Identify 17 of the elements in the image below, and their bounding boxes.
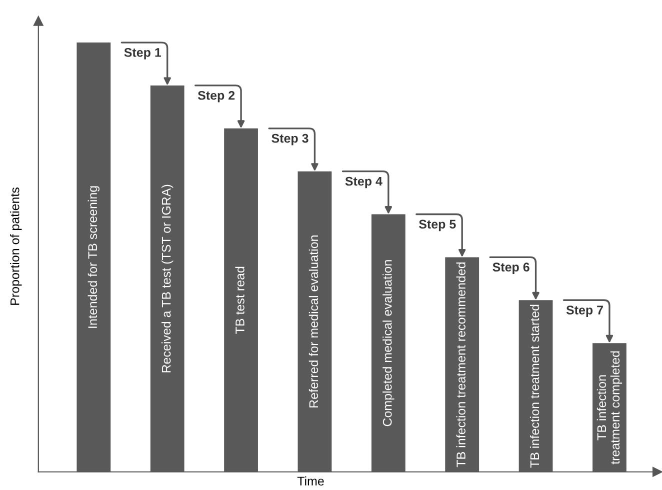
- annotation: Step 7: [566, 306, 603, 317]
- x-tick-label: Referred for medical evaluation: [308, 236, 318, 408]
- annotation: Step 5: [418, 220, 456, 232]
- annotation: Step 2: [198, 90, 235, 102]
- x-tick-label: Received a TB test (TST or IGRA): [162, 184, 174, 372]
- x-tick-label: TB infection treatment recommended: [456, 262, 466, 468]
- annotation: Step 6: [492, 262, 530, 274]
- x-tick-label: TB infection treatment started: [530, 304, 540, 468]
- x-tick-label: Completed medical evaluation: [382, 260, 394, 426]
- x-axis-title: Time: [297, 476, 324, 486]
- x-tick-label: Intended for TB screening: [88, 186, 100, 328]
- annotation: Step 4: [345, 176, 382, 188]
- x-tick-label: TB infection treatment completed: [596, 351, 622, 464]
- y-axis-title: Proportion of patients: [10, 188, 22, 305]
- annotation: Step 3: [272, 134, 308, 146]
- x-tick-label: TB test read: [235, 266, 244, 334]
- annotation: Step 1: [124, 48, 162, 60]
